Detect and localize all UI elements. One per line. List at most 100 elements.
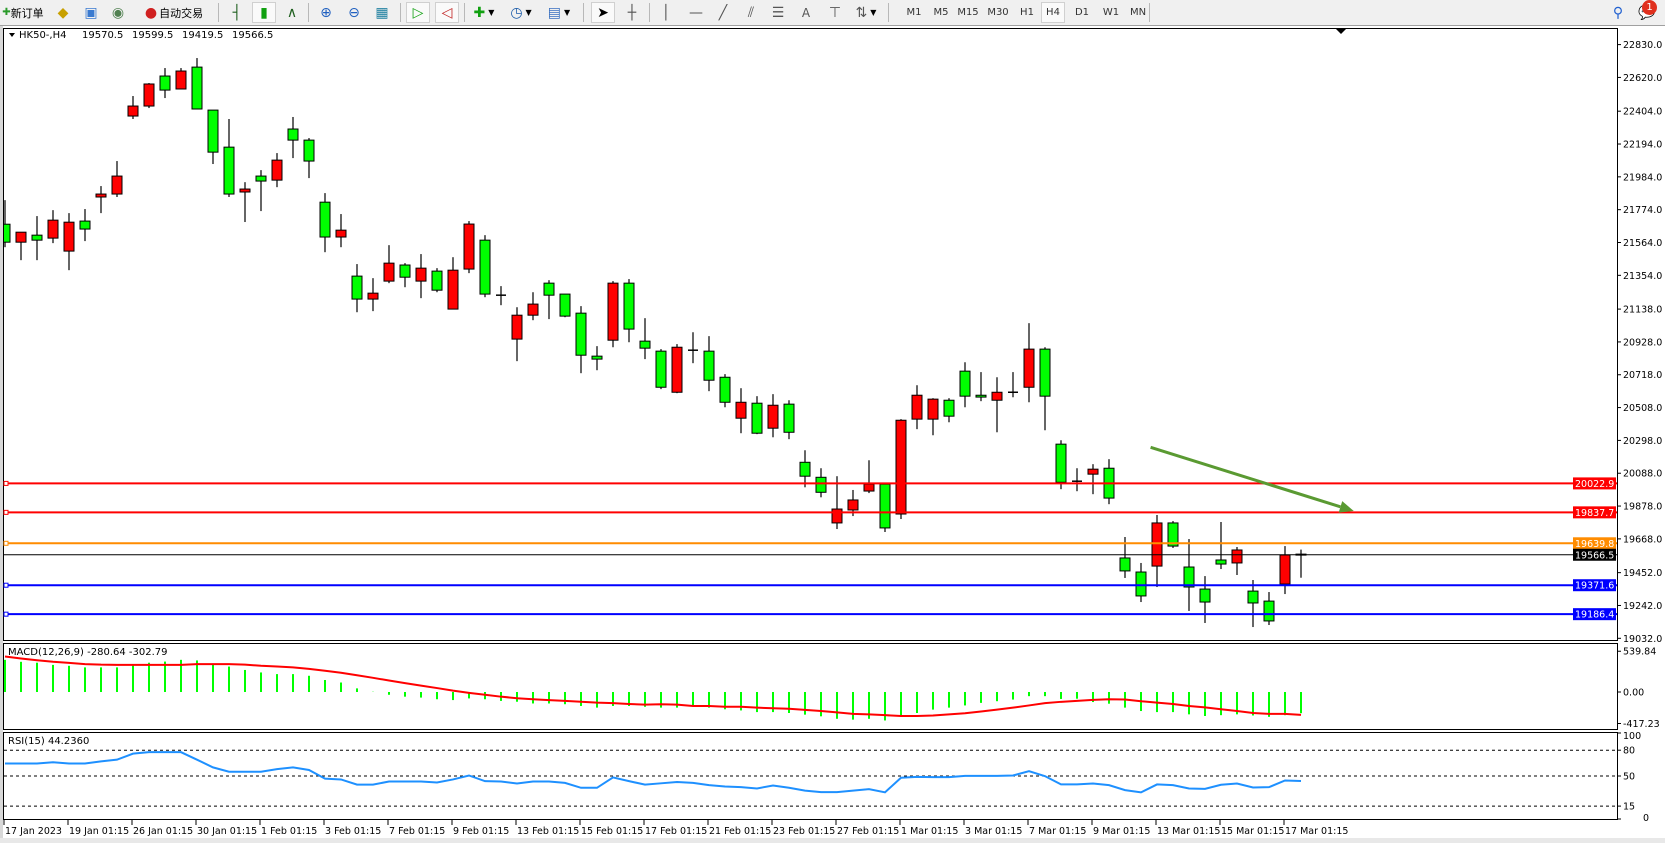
candle: [943, 398, 955, 423]
candle-body: [351, 275, 363, 300]
price-tick-label: 21354.0: [1623, 271, 1662, 282]
data-window-button[interactable]: ▣: [80, 2, 102, 23]
candle-body: [1231, 549, 1243, 564]
candle: [511, 307, 523, 362]
candle-body: [1087, 468, 1099, 475]
candle-body: [863, 483, 875, 492]
chart-shift-button[interactable]: ◁: [435, 2, 459, 23]
period-m1-button[interactable]: M1: [906, 7, 922, 18]
vertical-line-tool[interactable]: │: [655, 2, 677, 23]
price-tick-label: 19452.0: [1623, 568, 1662, 579]
auto-trading-button[interactable]: ● 自动交易: [135, 2, 213, 23]
crosshair-tool[interactable]: ┼: [621, 2, 643, 23]
line-handle-left: [3, 540, 9, 546]
period-d1-button[interactable]: D1: [1074, 7, 1090, 18]
tile-windows-button[interactable]: ▦: [371, 2, 393, 23]
candle-body: [399, 264, 411, 278]
candle: [527, 292, 539, 321]
time-tick-label: 30 Jan 01:15: [197, 826, 257, 837]
main-chart-window[interactable]: [3, 28, 1618, 641]
navigator-icon: ▣: [84, 4, 98, 21]
price-tick-label: 22830.0: [1623, 40, 1662, 51]
candle: [271, 153, 283, 188]
fibonacci-tool[interactable]: ☰: [767, 2, 789, 23]
separator: [583, 3, 584, 22]
candle-body: [271, 159, 283, 181]
signals-button[interactable]: ◉: [107, 2, 129, 23]
period-h1-button[interactable]: H1: [1020, 7, 1034, 18]
macd-window[interactable]: [3, 643, 1618, 730]
trendline-tool[interactable]: ╱: [712, 2, 734, 23]
price-tag: [1573, 477, 1616, 490]
zoom-out-button[interactable]: ⊖: [343, 2, 365, 23]
price-tag: [1573, 608, 1616, 621]
bar-chart-icon: ┤: [232, 4, 242, 21]
periods-dropdown[interactable]: ◷ ▼: [505, 2, 537, 23]
candle-body: [735, 401, 747, 419]
cursor-tool[interactable]: ➤: [591, 2, 615, 23]
trend-arrow-line: [1150, 445, 1341, 509]
period-m5-button[interactable]: M5: [933, 7, 949, 18]
indicators-dropdown[interactable]: ✚ ▼: [468, 2, 500, 23]
candle-body: [143, 83, 155, 107]
period-h4-button[interactable]: H4: [1041, 2, 1065, 23]
price-tag-text: 19186.4: [1575, 610, 1614, 621]
candle-body: [671, 346, 683, 393]
candle: [1023, 323, 1035, 403]
chart-shift-marker-icon[interactable]: [1336, 29, 1346, 34]
text-label-tool[interactable]: ⊤: [824, 2, 846, 23]
time-tick-label: 1 Mar 01:15: [901, 826, 958, 837]
candle-body: [1215, 559, 1227, 565]
time-tick-label: 13 Mar 01:15: [1157, 826, 1220, 837]
bar-chart-button[interactable]: ┤: [226, 2, 248, 23]
candle: [1055, 440, 1067, 490]
horizontal-line-tool[interactable]: —: [685, 2, 707, 23]
channel-icon: ⫽: [747, 4, 755, 21]
candle-body: [79, 220, 91, 230]
candle-body: [559, 293, 571, 317]
candle-body: [943, 399, 955, 417]
macd-layer: [4, 655, 1302, 721]
candle: [591, 346, 603, 371]
candle: [1008, 372, 1018, 398]
time-tick-label: 19 Jan 01:15: [69, 826, 129, 837]
separator: [464, 3, 465, 22]
templates-dropdown[interactable]: ▤ ▼: [542, 2, 576, 23]
new-order-button[interactable]: ✚ 新订单: [0, 2, 46, 23]
text-tool-icon: A: [801, 5, 811, 20]
equidistant-channel-tool[interactable]: ⫽: [740, 2, 762, 23]
auto-trading-icon: ●: [144, 4, 158, 21]
rsi-tick-label: 15: [1623, 802, 1635, 813]
period-m15-button[interactable]: M15: [957, 7, 979, 18]
dropdown-triangle-icon[interactable]: [9, 33, 15, 37]
period-mn-button[interactable]: MN: [1129, 7, 1147, 18]
candle-body: [1055, 443, 1067, 483]
chart-shift-icon: ◁: [441, 4, 453, 21]
line-chart-button[interactable]: ∧: [281, 2, 303, 23]
candle: [175, 68, 187, 90]
arrows-dropdown[interactable]: ⇅ ▼: [850, 2, 882, 23]
cursor-arrow-icon: ➤: [597, 4, 609, 21]
candlestick-chart-button[interactable]: ▮: [252, 2, 276, 23]
line-chart-icon: ∧: [286, 4, 298, 21]
time-tick-label: 23 Feb 01:15: [773, 826, 835, 837]
horizontal-line-icon: —: [689, 4, 703, 21]
candle: [1183, 539, 1195, 611]
period-w1-button[interactable]: W1: [1102, 7, 1120, 18]
auto-scroll-button[interactable]: ▷: [406, 2, 430, 23]
zoom-in-button[interactable]: ⊕: [315, 2, 337, 23]
period-m30-button[interactable]: M30: [987, 7, 1009, 18]
candle: [879, 483, 891, 533]
notification-badge: 1: [1642, 0, 1657, 15]
search-button[interactable]: ⚲: [1608, 2, 1628, 23]
macd-label: MACD(12,26,9) -280.64 -302.79: [8, 647, 168, 658]
add-indicator-icon: ✚: [473, 4, 486, 21]
market-watch-button[interactable]: ◆: [52, 2, 74, 23]
candle-body: [447, 269, 459, 310]
candle: [1247, 579, 1259, 628]
candle: [207, 109, 219, 165]
text-tool[interactable]: A: [795, 2, 817, 23]
candle-body: [927, 398, 939, 420]
ohlc-close: 19566.5: [232, 30, 273, 41]
